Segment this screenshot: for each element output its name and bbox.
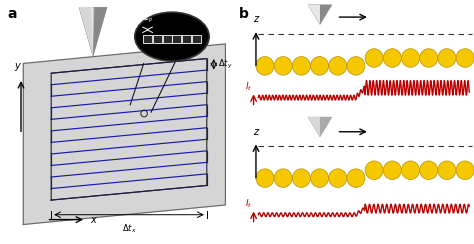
Polygon shape [308,5,332,24]
Circle shape [310,169,328,187]
Bar [173,35,181,43]
Polygon shape [79,7,107,56]
Circle shape [274,57,292,75]
Text: $I_t$: $I_t$ [245,197,253,210]
Polygon shape [308,117,332,137]
Circle shape [456,49,474,67]
Bar [153,35,162,43]
Bar [192,35,201,43]
Circle shape [438,161,456,180]
Bar [182,35,191,43]
Polygon shape [91,7,94,54]
Circle shape [292,169,310,187]
Circle shape [365,161,383,180]
Polygon shape [308,117,320,137]
Text: $\Delta t_x$: $\Delta t_x$ [122,222,136,234]
Polygon shape [320,117,332,137]
Circle shape [419,161,438,180]
Polygon shape [308,5,320,24]
Circle shape [383,49,401,67]
Circle shape [456,161,474,180]
Polygon shape [23,44,226,224]
Polygon shape [79,7,93,56]
Circle shape [310,57,328,75]
Circle shape [274,169,292,187]
Text: $\Delta t_y$: $\Delta t_y$ [219,58,233,71]
Text: z: z [254,127,258,137]
Circle shape [419,49,438,67]
Text: b: b [239,7,249,21]
Circle shape [365,49,383,67]
Circle shape [256,169,274,187]
Text: z: z [254,14,258,24]
Circle shape [347,169,365,187]
Circle shape [292,57,310,75]
Bar [163,35,172,43]
Polygon shape [320,5,332,24]
Circle shape [383,161,401,180]
Circle shape [438,49,456,67]
Circle shape [329,169,347,187]
Circle shape [329,57,347,75]
Circle shape [256,57,274,75]
Circle shape [401,49,419,67]
Bar [143,35,152,43]
Text: x: x [91,215,96,224]
Ellipse shape [135,12,209,61]
Circle shape [401,161,419,180]
Circle shape [347,57,365,75]
Text: a: a [7,7,17,21]
Text: $\Delta t_p$: $\Delta t_p$ [141,13,154,25]
Text: y: y [14,61,20,71]
Text: $I_t$: $I_t$ [245,80,253,93]
Polygon shape [93,7,107,56]
